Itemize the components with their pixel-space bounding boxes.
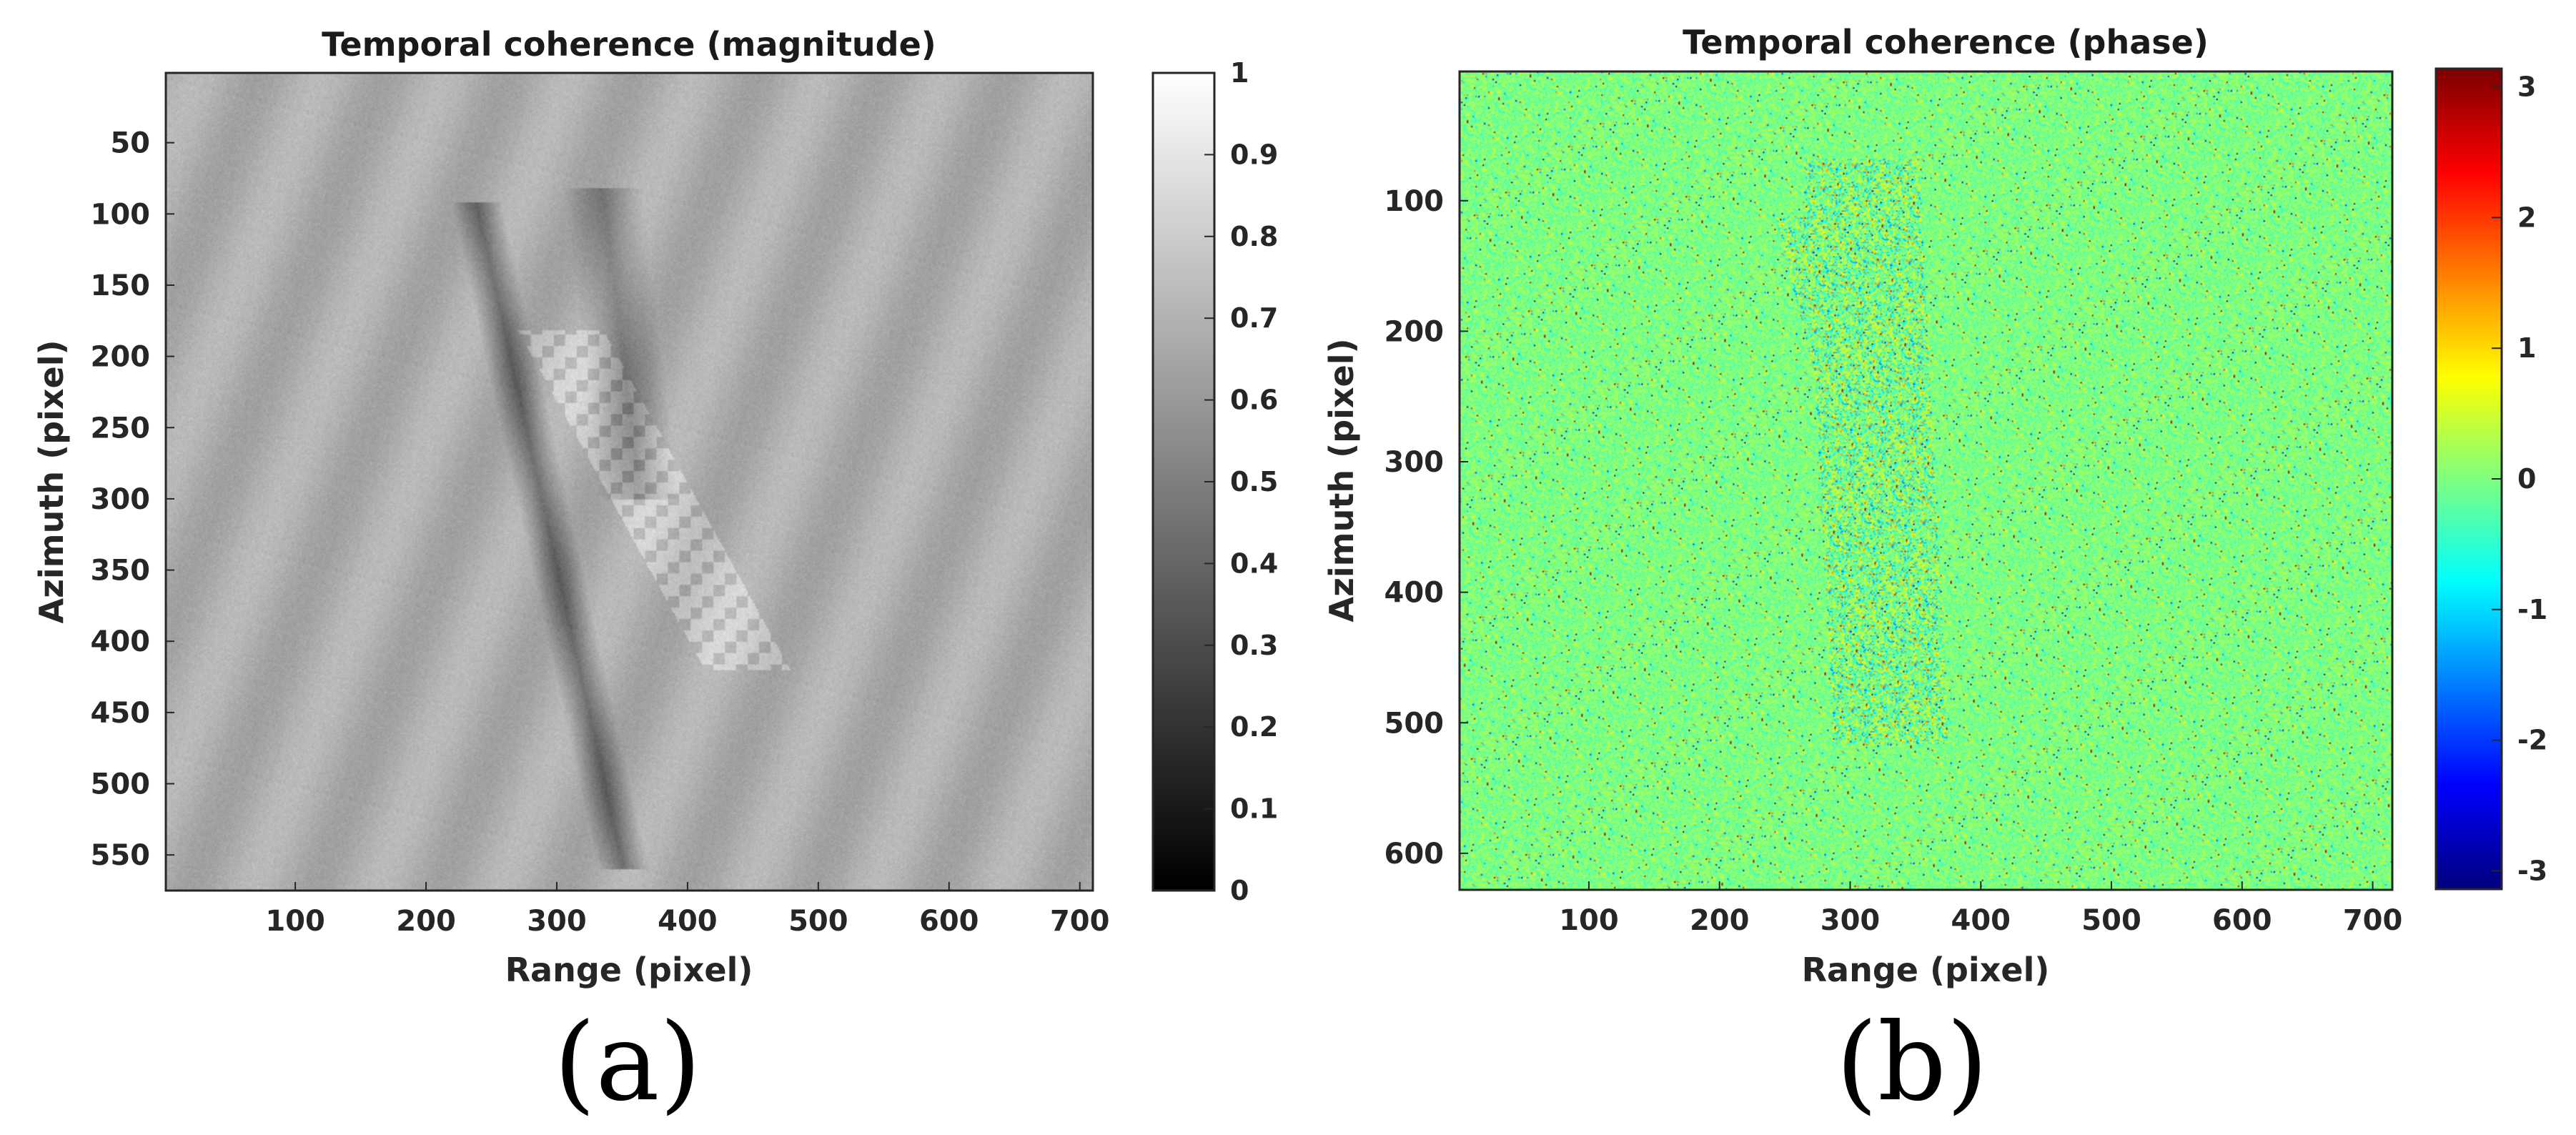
phase-cb-tick-label: 2 xyxy=(2517,202,2536,233)
magnitude-ticks: 100 200 300 400 500 600 700 50 100 150 200 250 300 35… xyxy=(91,127,1110,938)
phase-title: Temporal coherence (phase) xyxy=(1683,23,2209,61)
phase-cb-tick-label: 3 xyxy=(2517,71,2536,103)
magnitude-ylabel: Azimuth (pixel) xyxy=(32,340,71,624)
magnitude-ytick-label: 300 xyxy=(91,483,151,516)
phase-xtick-label: 500 xyxy=(2081,904,2141,937)
phase-colorbar-ticks: -3 -2 -1 0 1 2 3 xyxy=(2492,71,2547,886)
magnitude-ytick-label: 50 xyxy=(110,127,150,160)
phase-ticks: 100 200 300 400 500 600 700 100 200 300 400 500 600 xyxy=(1384,185,2403,937)
magnitude-title: Temporal coherence (magnitude) xyxy=(322,25,936,64)
phase-xtick-label: 200 xyxy=(1690,904,1750,937)
magnitude-axes-box xyxy=(164,71,1094,892)
magnitude-ytick-label: 350 xyxy=(91,555,151,588)
panel-label-a: (a) xyxy=(554,1001,701,1125)
magnitude-ytick-label: 450 xyxy=(91,697,151,730)
magnitude-xtick-label: 100 xyxy=(265,905,325,938)
magnitude-xtick-label: 700 xyxy=(1050,905,1110,938)
panel-magnitude: Temporal coherence (magnitude) 100 200 300… xyxy=(32,25,1278,1125)
magnitude-cb-tick-label: 1 xyxy=(1230,57,1249,89)
magnitude-ytick-label: 550 xyxy=(91,839,151,872)
phase-xtick-label: 100 xyxy=(1559,904,1619,937)
phase-xlabel: Range (pixel) xyxy=(1802,951,2050,989)
phase-ytick-label: 300 xyxy=(1384,446,1445,479)
phase-ytick-label: 100 xyxy=(1384,185,1445,218)
magnitude-colorbar xyxy=(1153,73,1214,891)
phase-cb-tick-label: -1 xyxy=(2517,594,2547,625)
magnitude-cb-tick-label: 0 xyxy=(1230,875,1249,906)
phase-axes-box xyxy=(1458,70,2394,891)
panel-phase: Temporal coherence (phase) 100 200 300 400 5… xyxy=(1322,23,2547,1125)
magnitude-xtick-label: 500 xyxy=(788,905,848,938)
magnitude-xtick-label: 400 xyxy=(658,905,718,938)
phase-heatmap xyxy=(1460,71,2392,890)
phase-xtick-label: 400 xyxy=(1951,904,2011,937)
magnitude-xlabel: Range (pixel) xyxy=(505,951,753,989)
phase-ytick-label: 200 xyxy=(1384,315,1445,348)
magnitude-cb-tick-label: 0.3 xyxy=(1230,630,1278,661)
phase-cb-tick-label: -2 xyxy=(2517,725,2547,756)
panel-label-b: (b) xyxy=(1836,1001,1988,1125)
phase-cb-tick-label: 0 xyxy=(2517,463,2536,495)
magnitude-heatmap xyxy=(166,73,1093,891)
magnitude-colorbar-ticks: 0 0.1 0.2 0.3 0.4 0.5 0.6 0.7 0.8 0.9 1 xyxy=(1204,57,1278,906)
magnitude-ytick-label: 500 xyxy=(91,768,151,801)
magnitude-cb-tick-label: 0.4 xyxy=(1230,547,1278,579)
magnitude-cb-tick-label: 0.8 xyxy=(1230,221,1278,252)
phase-xtick-label: 700 xyxy=(2343,904,2403,937)
phase-ytick-label: 500 xyxy=(1384,707,1445,740)
magnitude-xtick-label: 600 xyxy=(919,905,979,938)
magnitude-cb-tick-label: 0.1 xyxy=(1230,793,1278,825)
phase-colorbar xyxy=(2436,69,2502,889)
phase-xtick-label: 600 xyxy=(2212,904,2272,937)
phase-cb-tick-label: 1 xyxy=(2517,332,2536,364)
magnitude-ytick-label: 200 xyxy=(91,341,151,374)
phase-cb-tick-label: -3 xyxy=(2517,855,2547,886)
phase-xtick-label: 300 xyxy=(1820,904,1881,937)
phase-ytick-label: 400 xyxy=(1384,577,1445,610)
magnitude-ytick-label: 100 xyxy=(91,198,151,231)
magnitude-ytick-label: 250 xyxy=(91,412,151,445)
phase-ylabel: Azimuth (pixel) xyxy=(1322,339,1361,623)
magnitude-ytick-label: 400 xyxy=(91,625,151,658)
magnitude-cb-tick-label: 0.6 xyxy=(1230,385,1278,416)
magnitude-cb-tick-label: 0.9 xyxy=(1230,139,1278,170)
magnitude-xtick-label: 300 xyxy=(527,905,587,938)
magnitude-ytick-label: 150 xyxy=(91,269,151,302)
phase-ytick-label: 600 xyxy=(1384,838,1445,871)
magnitude-cb-tick-label: 0.2 xyxy=(1230,711,1278,743)
magnitude-cb-tick-label: 0.5 xyxy=(1230,466,1278,497)
magnitude-cb-tick-label: 0.7 xyxy=(1230,302,1278,334)
magnitude-xtick-label: 200 xyxy=(396,905,456,938)
